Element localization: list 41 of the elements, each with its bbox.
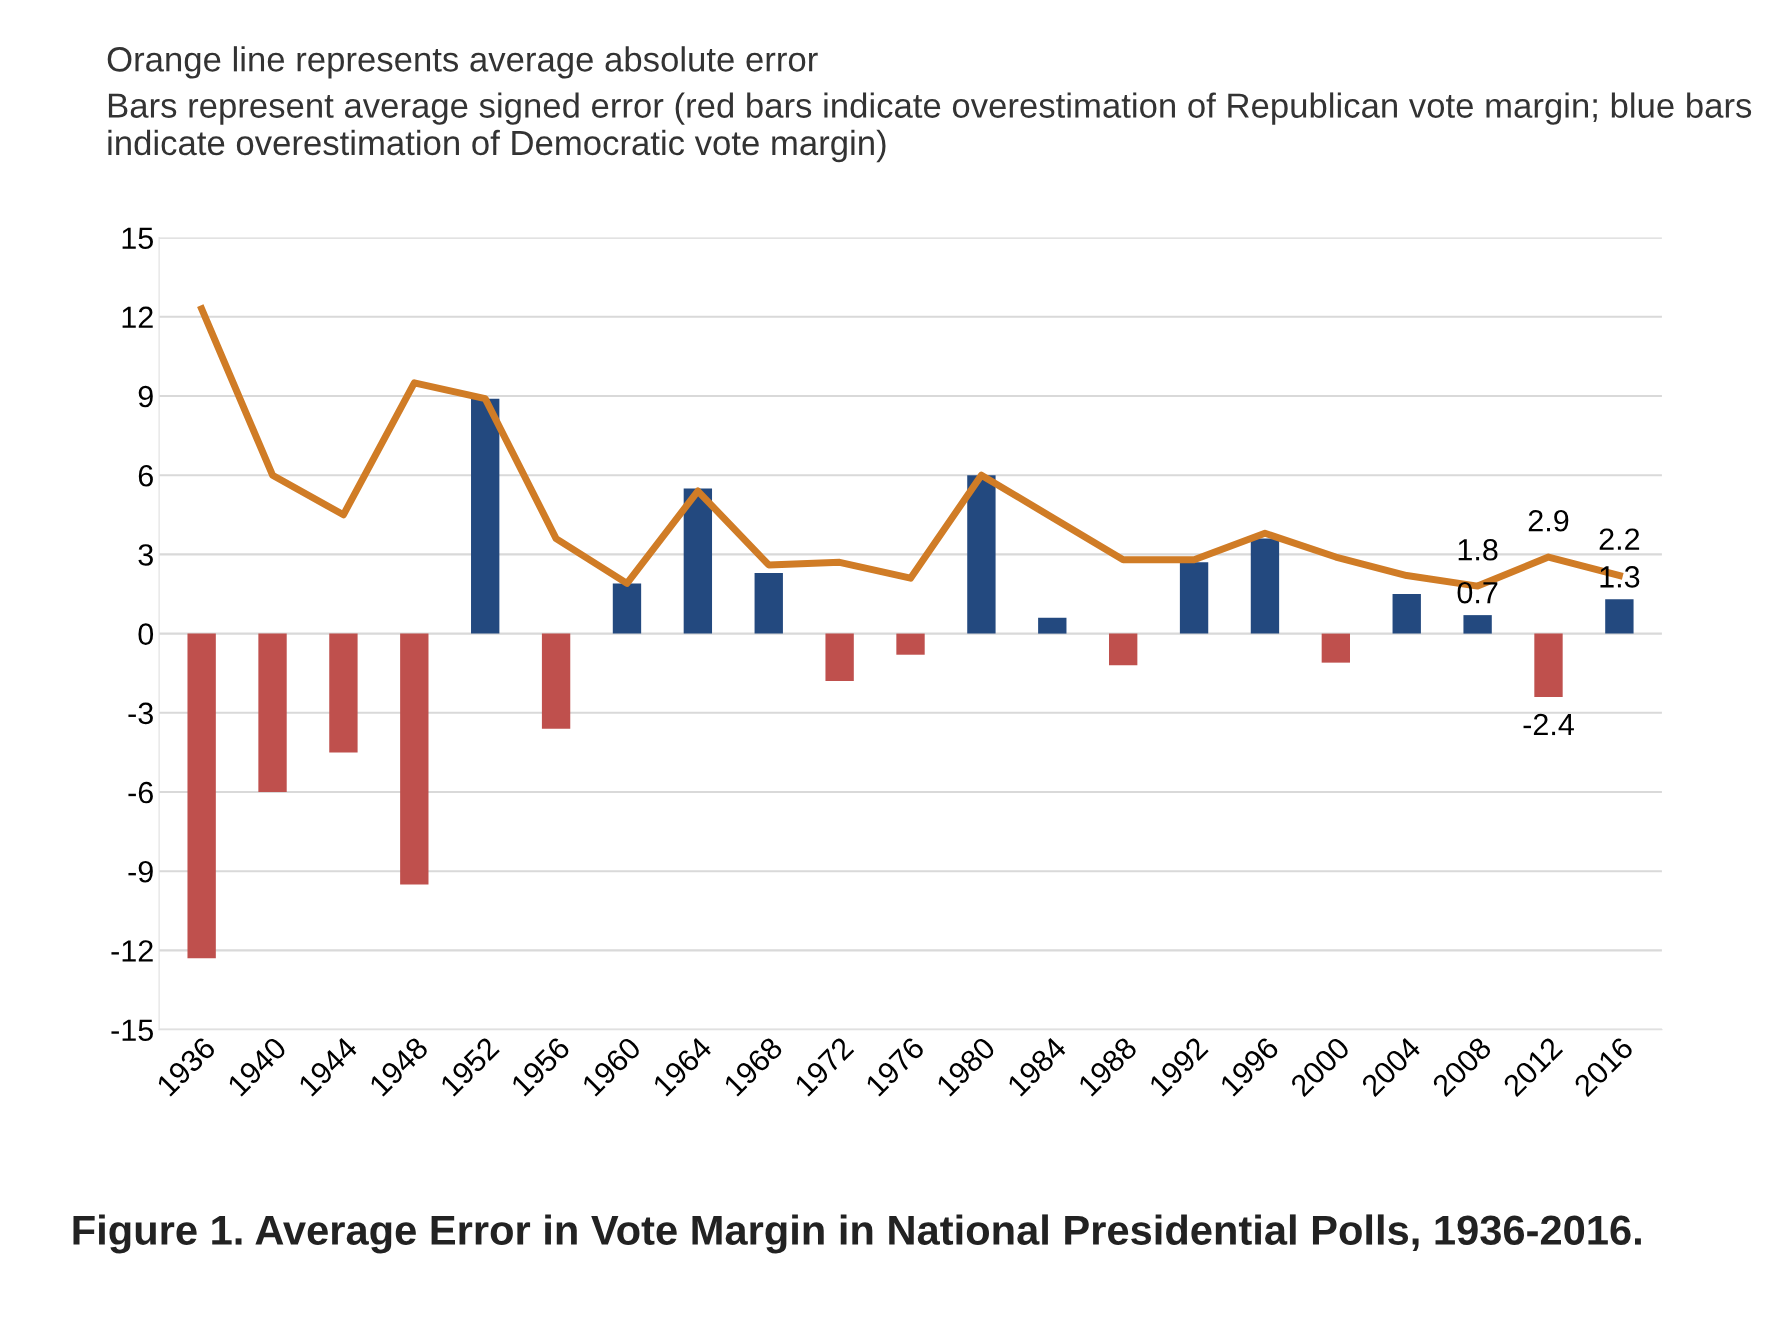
bar xyxy=(1321,633,1351,663)
data-label: 1.3 xyxy=(1600,566,1640,588)
y-tick-label: -15 xyxy=(111,1019,153,1041)
y-tick-label: 9 xyxy=(138,385,153,408)
bar xyxy=(825,633,854,682)
bar xyxy=(541,633,571,729)
bar xyxy=(258,633,287,792)
bar xyxy=(1179,562,1209,634)
y-tick-label: 6 xyxy=(138,464,153,487)
y-tick-label: 12 xyxy=(122,306,153,328)
bar xyxy=(329,633,358,753)
bar xyxy=(1605,599,1634,634)
bar xyxy=(1392,594,1421,634)
y-tick-label: 0 xyxy=(138,623,154,645)
bar xyxy=(683,488,713,634)
y-tick-label: -3 xyxy=(128,702,153,725)
data-label: -2.4 xyxy=(1523,713,1574,736)
caption: Figure 1. Average Error in Vote Margin in National Presidential Polls, 1936-2016. xyxy=(73,1214,1641,1254)
bar xyxy=(187,633,216,959)
chart-subtitle: Bars represent average signed error (red bars indicate overestimation of Republican vote margin; blue bars indicate overestimation of Democratic vote margin) xyxy=(108,92,1752,163)
bar xyxy=(1038,617,1067,634)
bar xyxy=(400,633,429,885)
data-label: 1.8 xyxy=(1458,538,1498,561)
chart-title: Orange line represents average absolute error xyxy=(107,46,818,79)
bar xyxy=(1463,615,1492,634)
bar xyxy=(1534,633,1563,697)
data-label: 2.9 xyxy=(1528,509,1569,532)
y-tick-label: -9 xyxy=(128,860,153,883)
y-tick-label: -12 xyxy=(111,940,153,962)
y-tick-label: 3 xyxy=(138,544,153,566)
bar xyxy=(754,572,783,634)
data-label: 0.7 xyxy=(1457,581,1498,604)
data-label: 2.2 xyxy=(1599,528,1640,550)
y-tick-label: 15 xyxy=(122,227,153,249)
bar xyxy=(967,475,996,634)
bar xyxy=(896,633,925,655)
bar xyxy=(471,398,500,634)
y-tick-label: -6 xyxy=(128,781,153,804)
bar xyxy=(612,583,642,634)
bar xyxy=(1109,633,1138,666)
bar xyxy=(1250,538,1280,634)
